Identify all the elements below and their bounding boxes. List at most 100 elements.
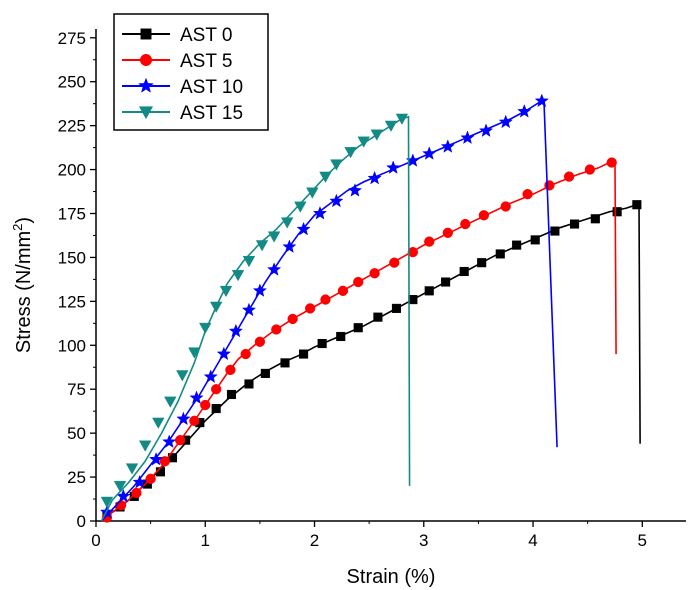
legend-label: AST 15 — [180, 103, 243, 124]
legend-marker — [138, 106, 154, 120]
y-axis-title-close: ) — [13, 217, 35, 224]
data-point — [459, 266, 469, 277]
y-tick-label: 25 — [67, 468, 86, 487]
data-point — [271, 324, 282, 335]
series-ast-10 — [99, 93, 558, 522]
y-tick-label: 125 — [58, 292, 86, 311]
data-point — [296, 221, 311, 236]
y-tick-label: 200 — [58, 161, 86, 180]
data-point — [113, 480, 127, 493]
data-point — [164, 396, 177, 408]
data-point — [189, 390, 204, 405]
y-tick-label: 275 — [58, 29, 86, 48]
data-point — [209, 301, 223, 313]
data-point — [384, 120, 398, 132]
y-tick-label: 150 — [58, 248, 86, 267]
legend-marker — [139, 53, 153, 67]
x-tick-label: 3 — [419, 531, 428, 550]
data-point — [304, 303, 316, 314]
legend-label: AST 10 — [180, 77, 243, 98]
data-point — [495, 249, 505, 259]
data-point — [612, 207, 622, 217]
data-point — [357, 136, 370, 148]
data-point — [478, 123, 494, 137]
data-point — [200, 399, 211, 411]
data-point — [424, 286, 434, 296]
data-point — [131, 487, 142, 499]
y-axis-title: Stress (N/mm2) — [10, 217, 35, 353]
data-point — [422, 146, 437, 160]
data-point — [211, 403, 221, 414]
data-point — [632, 200, 642, 210]
x-tick-label: 4 — [528, 531, 537, 550]
y-tick-label: 175 — [58, 205, 86, 224]
data-point — [517, 104, 532, 118]
data-point — [442, 227, 453, 238]
data-point — [512, 240, 522, 250]
legend-item: AST 5 — [122, 51, 232, 72]
legend-item: AST 10 — [122, 77, 243, 98]
y-tick-label: 225 — [58, 117, 86, 136]
data-point — [138, 440, 152, 452]
data-point — [336, 331, 346, 342]
data-point — [299, 349, 309, 359]
data-point — [530, 235, 540, 245]
data-point — [584, 164, 596, 175]
data-point — [319, 171, 332, 183]
legend-marker — [140, 28, 152, 40]
data-point — [367, 170, 382, 185]
x-tick-label: 2 — [310, 531, 319, 550]
data-point — [216, 346, 231, 361]
series-ast-15 — [100, 113, 411, 522]
data-point — [280, 358, 290, 368]
data-point — [544, 180, 555, 191]
data-point — [266, 262, 282, 276]
data-point — [440, 139, 455, 153]
data-point — [231, 270, 245, 282]
series-ast-5 — [100, 157, 617, 523]
data-point — [244, 379, 254, 389]
y-tick-label: 75 — [67, 380, 86, 399]
data-point — [563, 171, 575, 182]
data-point — [391, 303, 402, 313]
data-point — [460, 130, 475, 145]
data-point — [145, 473, 156, 484]
series-ast-0 — [100, 200, 642, 522]
data-point — [441, 277, 451, 287]
x-tick-label: 5 — [638, 531, 647, 550]
x-tick-label: 0 — [91, 531, 100, 550]
data-point — [395, 113, 409, 125]
x-axis-title: Strain (%) — [347, 566, 436, 588]
data-point — [370, 129, 384, 141]
data-point — [241, 302, 257, 317]
data-point — [189, 415, 200, 426]
data-point — [498, 114, 513, 129]
data-point — [330, 159, 343, 171]
data-point — [344, 147, 357, 159]
data-point — [306, 187, 319, 199]
data-point — [148, 451, 164, 466]
data-point — [522, 189, 533, 200]
data-point — [373, 312, 383, 322]
series-line — [100, 159, 617, 522]
data-point — [337, 285, 349, 296]
y-axis-title-sup: 2 — [10, 224, 25, 231]
data-point — [159, 456, 170, 467]
data-point — [424, 236, 435, 247]
data-point — [280, 217, 294, 229]
data-point — [287, 313, 298, 325]
legend-item: AST 0 — [122, 25, 232, 46]
series-layer — [99, 93, 642, 523]
data-point — [260, 368, 270, 378]
data-point — [115, 500, 127, 511]
data-point — [294, 201, 307, 213]
data-point — [408, 295, 418, 305]
data-point — [219, 285, 233, 298]
axes — [90, 29, 686, 527]
y-tick-label: 0 — [77, 512, 86, 531]
data-point — [550, 226, 560, 236]
data-point — [369, 268, 380, 279]
data-point — [132, 474, 147, 489]
